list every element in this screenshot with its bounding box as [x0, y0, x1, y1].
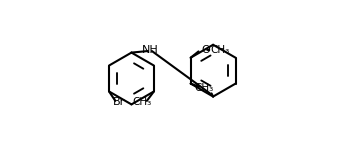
Text: CH₃: CH₃ — [194, 83, 214, 92]
Text: NH: NH — [142, 45, 158, 55]
Text: CH₃: CH₃ — [210, 45, 229, 55]
Text: O: O — [201, 45, 210, 55]
Text: CH₃: CH₃ — [132, 97, 152, 107]
Text: Br: Br — [113, 97, 125, 107]
